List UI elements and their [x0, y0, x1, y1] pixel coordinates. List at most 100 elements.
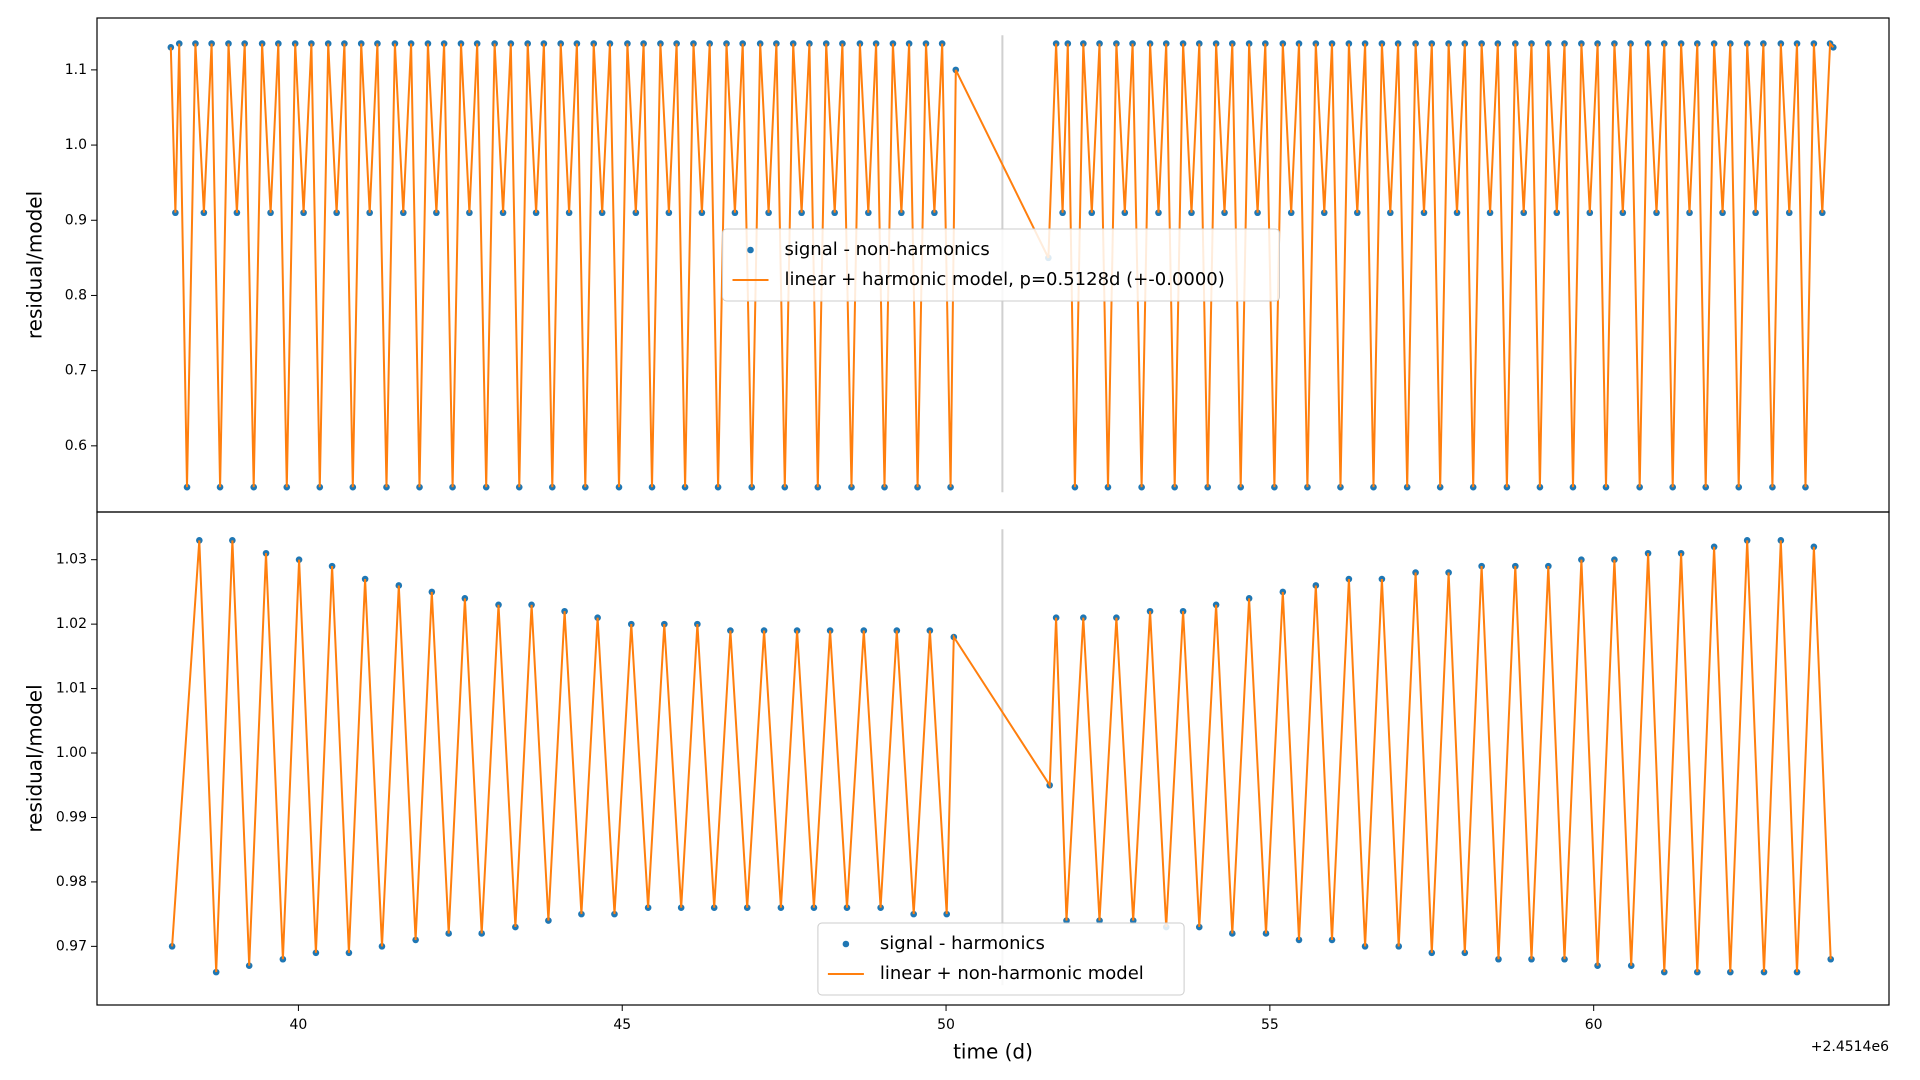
data-point — [1394, 40, 1402, 47]
data-point — [172, 209, 179, 217]
data-point — [473, 40, 481, 47]
data-point — [357, 40, 365, 47]
data-point — [839, 40, 846, 47]
data-point — [1727, 40, 1734, 47]
y-tick-label: 1.00 — [56, 745, 87, 761]
data-point — [1345, 40, 1353, 47]
data-point — [624, 40, 631, 47]
data-point — [291, 40, 299, 47]
data-point — [1412, 40, 1419, 47]
data-point — [308, 40, 315, 47]
data-point — [1129, 40, 1136, 47]
data-point — [1777, 537, 1785, 544]
data-point — [1461, 40, 1469, 47]
data-point — [341, 40, 348, 47]
data-point — [279, 955, 287, 963]
data-point — [440, 40, 448, 47]
data-point — [507, 40, 515, 47]
data-point — [1195, 40, 1203, 47]
data-point — [1378, 40, 1386, 47]
y-tick-label: 1.01 — [56, 681, 87, 697]
plot-area — [168, 529, 1835, 986]
data-point — [806, 40, 813, 47]
data-point — [1528, 40, 1535, 47]
data-point — [1162, 40, 1170, 47]
y-tick-label: 0.9 — [65, 212, 87, 228]
data-point — [192, 40, 199, 47]
data-point — [1594, 40, 1601, 47]
data-point — [889, 40, 897, 47]
data-point — [1179, 40, 1187, 47]
data-point — [1528, 955, 1535, 963]
data-point — [524, 40, 531, 47]
plot-area — [167, 35, 1837, 493]
y-axis-label: residual/model — [23, 684, 47, 832]
data-point — [706, 40, 713, 47]
data-point — [590, 40, 598, 47]
data-point — [1080, 40, 1087, 47]
data-point — [673, 40, 680, 47]
data-point — [1743, 40, 1751, 47]
data-point — [606, 40, 614, 47]
data-point — [690, 40, 697, 47]
data-point — [1059, 209, 1066, 217]
data-point — [1328, 40, 1336, 47]
data-point — [1494, 40, 1502, 47]
data-point — [1611, 40, 1618, 47]
data-point — [789, 40, 797, 47]
data-point — [1827, 955, 1835, 963]
data-point — [1428, 40, 1436, 47]
data-point — [1561, 955, 1568, 963]
y-tick-label: 1.02 — [56, 616, 87, 632]
data-point — [407, 40, 415, 47]
data-point — [938, 40, 946, 47]
data-point — [1793, 40, 1801, 47]
data-point — [241, 40, 248, 47]
data-point — [1660, 40, 1668, 47]
data-point — [175, 40, 183, 47]
legend-marker — [842, 940, 850, 948]
data-point — [756, 40, 764, 47]
legend-box — [817, 922, 1185, 996]
x-tick-label: 60 — [1585, 1017, 1603, 1033]
data-point — [1262, 40, 1269, 47]
legend-label: linear + harmonic model, p=0.5128d (+-0.… — [785, 269, 1225, 290]
data-point — [374, 40, 381, 47]
data-point — [1229, 40, 1236, 47]
legend: signal - harmonics linear + non-harmonic … — [817, 922, 1185, 996]
data-point — [640, 40, 647, 47]
data-point — [1743, 537, 1751, 544]
x-axis-label: time (d) — [953, 1040, 1033, 1064]
data-point — [1478, 40, 1485, 47]
x-tick-label: 40 — [289, 1017, 307, 1033]
y-tick-label: 0.98 — [56, 874, 87, 890]
data-point — [1212, 40, 1220, 47]
y-tick-label: 0.8 — [65, 287, 87, 303]
data-point — [324, 40, 332, 47]
data-point — [657, 40, 664, 47]
x-offset-label: +2.4514e6 — [1811, 1039, 1889, 1055]
data-point — [1113, 40, 1120, 47]
data-point — [1495, 955, 1502, 963]
data-point — [1146, 40, 1154, 47]
y-tick-label: 0.97 — [56, 938, 87, 954]
data-point — [1561, 40, 1568, 47]
y-tick-label: 1.03 — [56, 552, 87, 568]
data-point — [922, 40, 930, 47]
data-point — [457, 40, 465, 47]
y-tick-label: 0.6 — [65, 438, 87, 454]
model-line — [169, 41, 1835, 488]
data-point — [1245, 40, 1253, 47]
data-point — [1777, 40, 1785, 47]
legend-label: linear + non-harmonic model — [880, 963, 1144, 984]
legend: signal - non-harmonics linear + harmonic … — [722, 228, 1280, 302]
legend-label: signal - harmonics — [880, 933, 1045, 954]
model-line — [171, 540, 1832, 973]
legend-box — [722, 228, 1280, 302]
legend-marker — [747, 246, 754, 254]
data-point — [1694, 40, 1701, 47]
data-point — [1760, 40, 1767, 47]
data-point — [391, 40, 399, 47]
data-point — [1295, 40, 1303, 47]
data-point — [424, 40, 432, 47]
